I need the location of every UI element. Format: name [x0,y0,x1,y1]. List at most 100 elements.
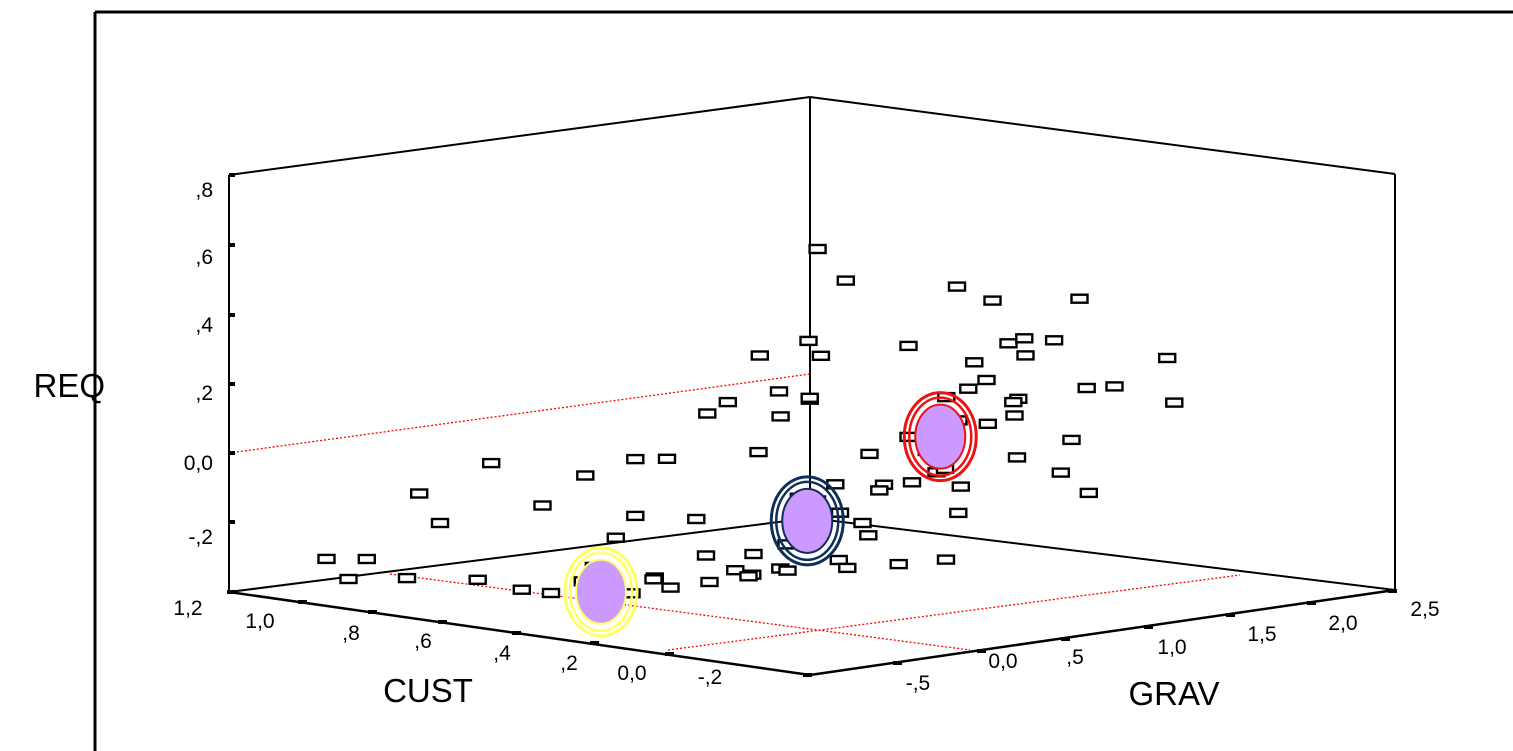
data-point [936,554,956,565]
data-point [482,457,501,469]
req-tick-label: 0,0 [184,452,213,475]
data-point [696,550,716,561]
data-point [1079,487,1099,499]
data-point [1015,333,1034,344]
data-point [698,408,717,419]
data-point [512,584,531,595]
data-point [700,576,719,588]
data-point [626,453,645,465]
data-point [978,418,997,429]
data-point [687,513,706,525]
data-point [1051,467,1071,478]
data-point [1007,452,1027,463]
data-point [769,386,789,397]
data-point [1077,382,1096,394]
box-edge-floor-back-left [228,517,811,593]
req-axis-title: REQ [33,367,105,404]
data-point [744,548,763,560]
centroid-ring [902,391,978,483]
box-edge-top-right [809,96,1396,175]
grav-axis-line [809,588,1396,677]
cust-tick-label: ,6 [414,630,432,653]
cust-axis-title: CUST [383,672,473,709]
ref-line-zero-cust [389,573,971,651]
cust-tick-label: 1,0 [245,610,274,633]
grav-tick-labels: -,5 0,0 ,5 1,0 1,5 2,0 2,5 [906,598,1440,695]
data-point [977,374,996,386]
grav-tick-label: 1,0 [1157,636,1186,659]
data-point [410,488,429,499]
centroid-ring [775,480,840,562]
grav-axis-title: GRAV [1128,675,1219,712]
reference-lines [228,373,1241,651]
data-point [606,532,625,543]
req-tick-label: ,2 [195,382,213,405]
cust-tick-label: -,2 [698,666,723,689]
data-point [959,383,978,394]
data-point [357,553,376,565]
cust-tick-label: ,2 [560,652,578,675]
data-point [902,477,922,488]
req-tick-label: ,6 [195,246,213,269]
req-tick-labels: ,8 ,6 ,4 ,2 0,0 -,2 [184,179,214,549]
data-point [1004,396,1023,408]
data-point [830,507,850,518]
data-point [739,571,758,582]
data-point [889,558,908,570]
data-point [951,481,970,492]
box-edge-top-left [228,96,811,176]
data-point [799,335,818,347]
data-point [999,338,1018,349]
grav-tick-label: ,5 [1066,646,1084,669]
data-point [397,572,417,584]
plot-frame [93,10,1513,751]
data-point [771,411,790,422]
data-point [1016,350,1035,361]
data-point [317,553,336,565]
data-point [1070,293,1089,304]
data-point [983,295,1002,306]
data-point [811,350,831,361]
data-point [949,507,968,519]
data-point [947,281,967,292]
grav-tick-label: 0,0 [988,650,1017,673]
centroid-marker [769,475,845,567]
cust-tick-label: ,4 [493,642,511,665]
req-tick-label: ,8 [195,179,213,202]
centroid-ring [769,475,845,567]
grav-tick-label: 2,5 [1410,598,1439,621]
data-point [853,517,872,529]
box-edge-floor-back-right [809,517,1396,591]
data-point [1157,352,1177,364]
grav-tick-label: -,5 [906,672,931,695]
data-point [836,275,855,286]
data-point [1005,410,1024,421]
cluster-centroids [563,391,978,638]
ref-line-zero-grav [667,574,1241,651]
data-point [339,573,358,585]
data-point [860,448,879,460]
data-point [541,587,561,599]
data-point [626,510,645,522]
data-point [1062,434,1081,446]
data-point [838,562,857,574]
cust-tick-label: ,8 [342,622,360,645]
grav-tick-label: 2,0 [1328,612,1357,635]
grav-tick-label: 1,5 [1247,623,1276,646]
data-point [661,582,680,593]
box-front-edges [228,588,1396,677]
req-tick-label: ,4 [195,314,213,337]
data-point [750,350,769,361]
scatter-markers [317,243,1184,599]
data-point [644,574,663,585]
cust-tick-labels: 1,2 1,0 ,8 ,6 ,4 ,2 0,0 -,2 [173,597,722,689]
data-point [749,446,768,458]
data-point [859,530,878,541]
data-point [1165,397,1184,408]
data-point [1105,381,1124,392]
centroid-marker [563,546,639,638]
centroid-fill [575,558,627,625]
centroid-ring [908,396,973,477]
data-point [576,470,595,481]
